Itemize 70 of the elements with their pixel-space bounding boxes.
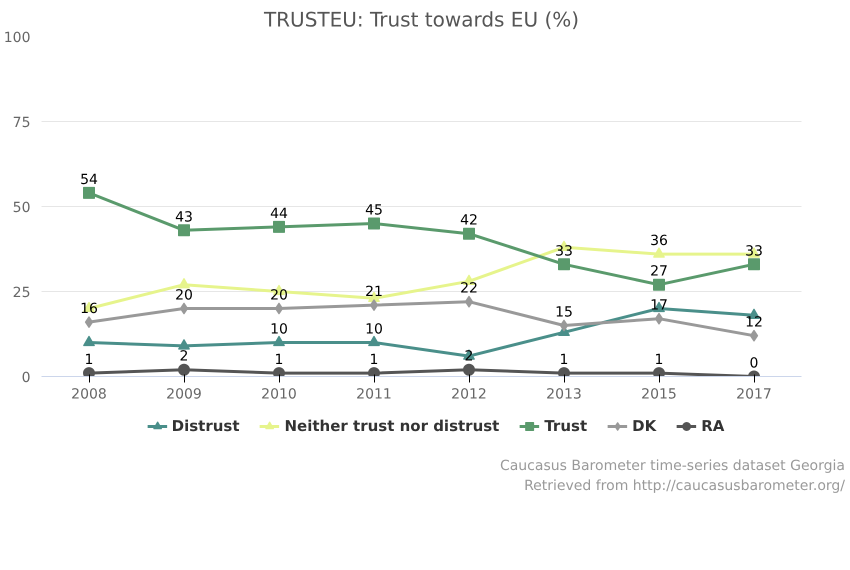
point	[83, 186, 95, 199]
point	[84, 316, 94, 328]
point	[653, 278, 665, 291]
x-tick-label: 2015	[641, 386, 677, 402]
y-tick-label: 0	[22, 370, 31, 386]
data-label: 16	[80, 301, 98, 318]
point	[273, 220, 285, 233]
chart-title: TRUSTEU: Trust towards EU (%)	[262, 8, 580, 32]
legend-label: DK	[632, 417, 656, 435]
data-label: 20	[175, 288, 193, 304]
x-tick-label: 2008	[71, 386, 107, 402]
data-label: 1	[274, 352, 284, 368]
text: Retrieved from http://caucasusbarometer.org/	[524, 478, 845, 494]
data-label: 36	[650, 233, 668, 250]
legend-label: Distrust	[172, 417, 240, 435]
point	[83, 336, 95, 346]
data-label: 20	[270, 288, 288, 304]
x-tick-label: 2010	[261, 386, 297, 402]
x-tick-label: 2009	[166, 386, 202, 402]
point	[274, 302, 284, 314]
point	[654, 312, 664, 325]
data-label: 12	[745, 314, 763, 331]
x-tick-label: 2012	[451, 386, 487, 402]
point	[370, 299, 378, 312]
y-tick-label: 25	[12, 285, 31, 301]
x-tick-label: 2011	[356, 386, 392, 402]
point	[750, 330, 758, 342]
point	[368, 218, 380, 230]
point	[178, 278, 190, 288]
point	[463, 228, 475, 240]
data-label: 42	[460, 212, 478, 229]
text: Caucasus Barometer time-series dataset Georgia	[500, 458, 845, 474]
x-tick-label: 2013	[546, 386, 582, 402]
data-label: 22	[460, 280, 478, 297]
data-label: 2	[180, 348, 188, 365]
data-label: 10	[365, 322, 383, 338]
data-label: 33	[555, 243, 573, 260]
data-label: 45	[365, 202, 383, 218]
data-label: 1	[654, 352, 664, 368]
data-label: 44	[270, 206, 288, 222]
point	[178, 339, 190, 350]
data-label: 1	[560, 352, 568, 368]
data-label: 43	[175, 209, 193, 226]
point	[178, 364, 190, 376]
data-label: 15	[555, 304, 573, 320]
data-label: 33	[745, 243, 763, 260]
data-label: 1	[370, 352, 378, 368]
data-label: 54	[80, 172, 98, 188]
point	[368, 336, 380, 346]
y-tick-label: 75	[12, 115, 31, 131]
legend-label: RA	[701, 417, 724, 435]
data-label: 0	[750, 356, 758, 372]
data-label: 21	[365, 284, 383, 300]
point	[464, 296, 474, 308]
data-label: 1	[84, 352, 94, 368]
legend-label: Trust	[544, 417, 588, 435]
point	[180, 302, 188, 314]
point	[558, 258, 570, 270]
point	[653, 247, 665, 258]
x-tick-label: 2017	[736, 386, 772, 402]
point	[178, 224, 190, 236]
point	[748, 258, 760, 270]
data-label: 10	[270, 322, 288, 338]
point	[463, 364, 475, 376]
point	[560, 320, 568, 332]
y-tick-label: 100	[4, 30, 31, 46]
point	[273, 336, 285, 346]
y-tick-label: 50	[12, 200, 31, 216]
data-label: 27	[650, 264, 668, 280]
legend-label: Neither trust nor distrust	[284, 417, 500, 435]
